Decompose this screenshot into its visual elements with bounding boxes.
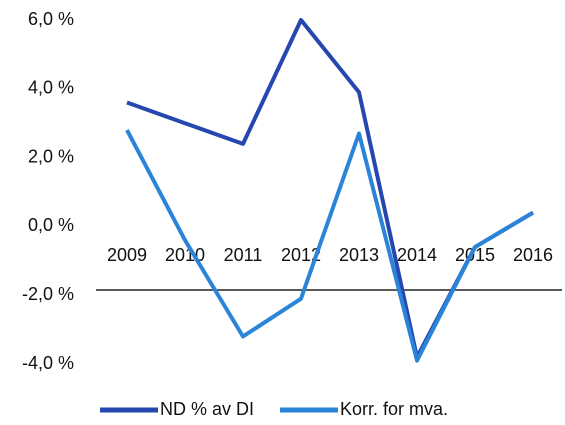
series-line: [126, 18, 535, 360]
y-tick-label: 4,0 %: [28, 78, 74, 98]
y-tick-label: 0,0 %: [28, 215, 74, 235]
x-tick-label: 2012: [281, 245, 321, 265]
y-tick-label: -2,0 %: [22, 284, 74, 304]
x-tick-label: 2016: [513, 245, 553, 265]
y-tick-label: 2,0 %: [28, 146, 74, 166]
legend-label: Korr. for mva.: [340, 399, 448, 419]
legend-label: ND % av DI: [160, 399, 254, 419]
y-tick-label: 6,0 %: [28, 9, 74, 29]
y-tick-label: -4,0 %: [22, 353, 74, 373]
x-tick-label: 2015: [455, 245, 495, 265]
x-tick-label: 2013: [339, 245, 379, 265]
x-tick-label: 2011: [224, 245, 263, 265]
x-tick-label: 2014: [397, 245, 437, 265]
series-line: [125, 129, 535, 363]
x-tick-label: 2009: [107, 245, 147, 265]
